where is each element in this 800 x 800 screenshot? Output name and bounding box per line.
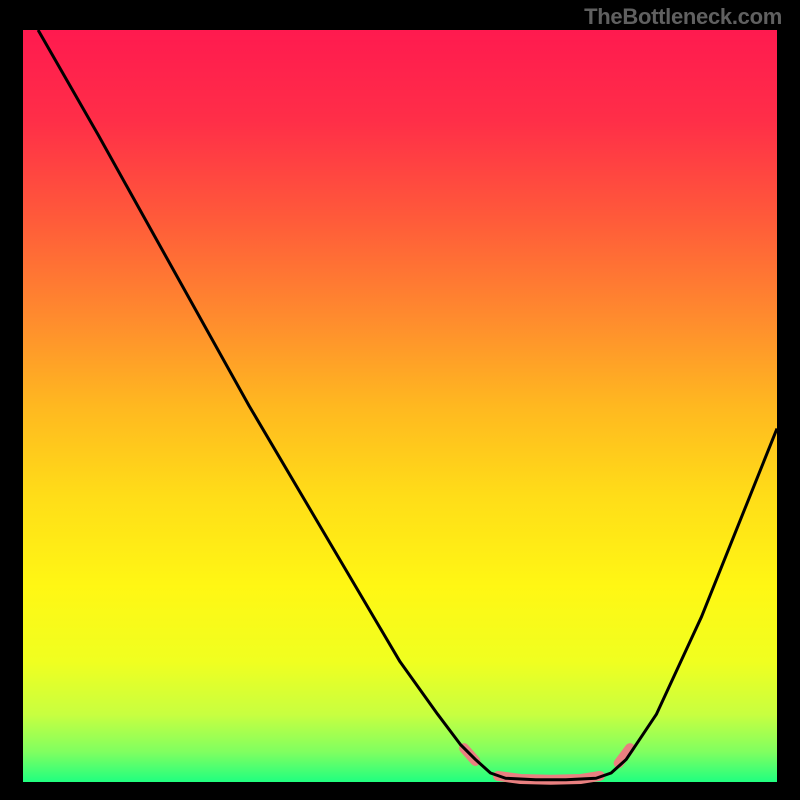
curve-overlay	[0, 0, 800, 800]
chart-container: TheBottleneck.com	[0, 0, 800, 800]
bottleneck-curve	[38, 30, 777, 780]
